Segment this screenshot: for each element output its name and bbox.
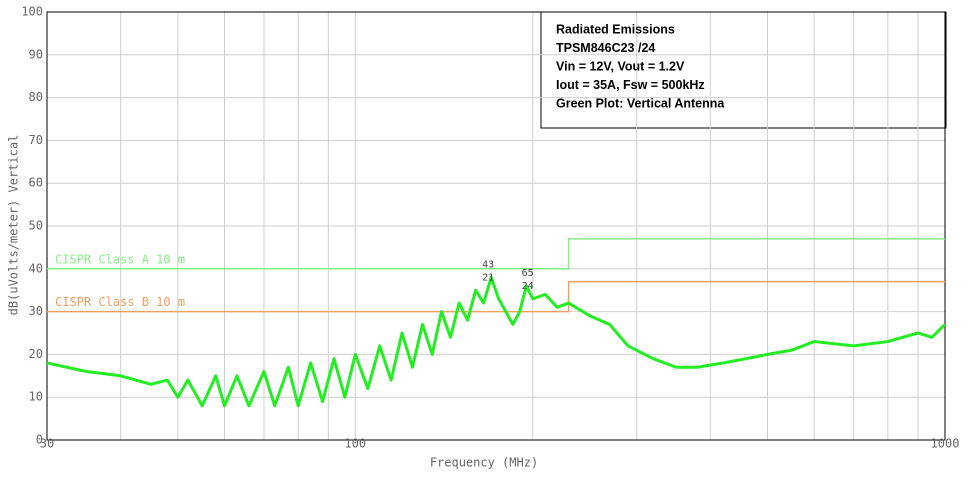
info-text: TPSM846C23 /24 [556, 41, 655, 55]
y-tick-label: 70 [29, 133, 43, 147]
info-text: Green Plot: Vertical Antenna [556, 96, 725, 110]
y-tick-label: 50 [29, 219, 43, 233]
limit-line [47, 238, 945, 270]
x-tick-label: 30 [40, 437, 54, 451]
limit-line [47, 280, 945, 313]
y-tick-label: 30 [29, 304, 43, 318]
limit-label: CISPR Class A 10 m [55, 252, 185, 266]
info-text: Vin = 12V, Vout = 1.2V [556, 59, 685, 73]
y-tick-label: 10 [29, 390, 43, 404]
x-axis-label: Frequency (MHz) [430, 456, 538, 470]
marker-label: 24 [522, 281, 534, 292]
info-box [540, 11, 947, 129]
info-text: Radiated Emissions [556, 22, 675, 36]
x-tick-label: 100 [344, 437, 366, 451]
y-tick-label: 90 [29, 47, 43, 61]
marker-label: 65 [522, 268, 534, 279]
plot-frame [46, 11, 946, 441]
limit-label: CISPR Class B 10 m [55, 295, 185, 309]
emission-trace [46, 275, 947, 408]
y-tick-label: 40 [29, 261, 43, 275]
y-axis-label: dB(uVolts/meter) Vertical [7, 135, 21, 316]
x-tick-label: 1000 [931, 437, 960, 451]
marker-label: 43 [482, 260, 494, 271]
y-tick-label: 80 [29, 90, 43, 104]
y-tick-label: 20 [29, 347, 43, 361]
y-tick-label: 0 [36, 433, 43, 447]
marker-label: 21 [482, 272, 494, 283]
y-tick-label: 100 [21, 5, 43, 19]
y-tick-label: 60 [29, 176, 43, 190]
info-text: Iout = 35A, Fsw = 500kHz [556, 78, 705, 92]
